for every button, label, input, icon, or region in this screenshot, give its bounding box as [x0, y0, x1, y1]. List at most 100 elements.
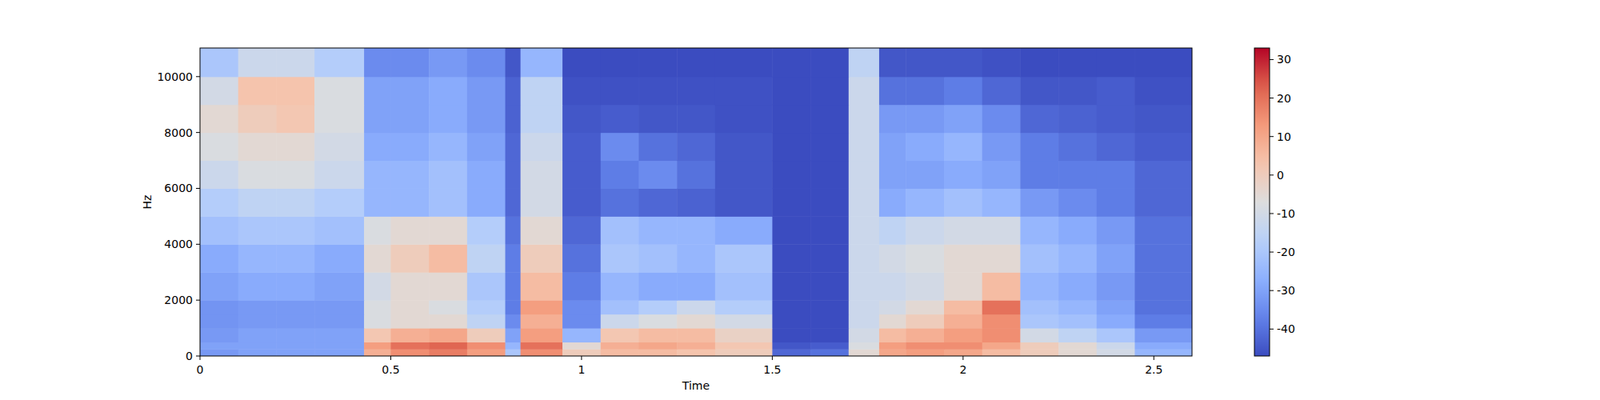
cell: [772, 216, 811, 244]
cell: [364, 76, 392, 105]
cell: [276, 188, 315, 216]
cell: [467, 300, 506, 315]
cell: [638, 216, 677, 244]
cell: [364, 160, 392, 189]
chart: 00.511.522.50200040006000800010000TimeHz…: [0, 0, 1600, 400]
cell: [905, 272, 944, 300]
cell: [944, 76, 983, 105]
cell: [200, 272, 239, 300]
cell: [715, 300, 773, 315]
cell: [772, 272, 811, 300]
cell: [982, 76, 1021, 105]
cell: [276, 328, 315, 343]
cell: [364, 132, 392, 161]
cell: [944, 104, 983, 133]
cell: [505, 160, 522, 189]
cell: [600, 272, 640, 300]
cell: [848, 342, 880, 350]
cell: [505, 314, 522, 329]
cell: [390, 314, 429, 329]
cell: [944, 314, 983, 329]
cell: [314, 272, 365, 300]
cell: [364, 314, 392, 329]
x-tick: [580, 356, 582, 360]
cell: [520, 160, 564, 189]
cell: [600, 300, 640, 315]
cell: [276, 314, 315, 329]
cell: [982, 48, 1021, 77]
cell: [905, 348, 944, 356]
cell: [505, 76, 522, 105]
y-tick: [196, 76, 200, 77]
colorbar-tick: [1269, 212, 1274, 214]
cell: [1058, 348, 1097, 356]
cell: [562, 160, 601, 189]
cell: [772, 76, 811, 105]
cell: [982, 348, 1021, 356]
cell: [505, 348, 522, 356]
cell: [676, 244, 716, 272]
cell: [1020, 76, 1059, 105]
x-tick-label: 0: [196, 363, 204, 376]
cell: [1020, 104, 1059, 133]
cell: [879, 216, 907, 244]
cell: [562, 244, 601, 272]
cell: [810, 104, 849, 133]
cell: [238, 188, 277, 216]
cell: [676, 314, 716, 329]
cell: [600, 104, 640, 133]
cell: [638, 188, 677, 216]
cell: [944, 342, 983, 350]
colorbar-tick: [1269, 290, 1274, 292]
cell: [428, 342, 468, 350]
cell: [520, 188, 564, 216]
cell: [982, 132, 1021, 161]
cell: [772, 300, 811, 315]
cell: [982, 244, 1021, 272]
cell: [1020, 300, 1059, 315]
cell: [467, 188, 506, 216]
colorbar-tick-label: 30: [1276, 52, 1292, 66]
cell: [390, 104, 429, 133]
cell: [905, 104, 944, 133]
cell: [390, 328, 429, 343]
cell: [520, 104, 564, 133]
cell: [982, 216, 1021, 244]
cell: [200, 160, 239, 189]
cell: [1058, 48, 1097, 77]
cell: [467, 132, 506, 161]
cell: [638, 342, 677, 350]
cell: [238, 272, 277, 300]
cell: [428, 48, 468, 77]
cell: [276, 160, 315, 189]
cell: [810, 328, 849, 343]
cell: [562, 314, 601, 329]
cell: [848, 160, 880, 189]
cell: [1096, 132, 1136, 161]
cell: [1134, 348, 1192, 356]
cell: [505, 244, 522, 272]
colorbar-tick-label: -10: [1276, 207, 1296, 220]
cell: [1058, 76, 1097, 105]
cell: [238, 342, 277, 350]
cell: [810, 244, 849, 272]
cell: [810, 132, 849, 161]
cell: [1058, 300, 1097, 315]
cell: [390, 48, 429, 77]
cell: [428, 132, 468, 161]
cell: [1020, 160, 1059, 189]
cell: [600, 216, 640, 244]
cell: [905, 160, 944, 189]
cell: [1096, 48, 1136, 77]
cell: [600, 160, 640, 189]
cell: [238, 328, 277, 343]
cell: [638, 348, 677, 356]
cell: [520, 328, 564, 343]
cell: [676, 328, 716, 343]
cell: [467, 76, 506, 105]
cell: [600, 188, 640, 216]
colorbar-tick: [1269, 252, 1274, 253]
cell: [772, 188, 811, 216]
cell: [1058, 160, 1097, 189]
cell: [879, 328, 907, 343]
